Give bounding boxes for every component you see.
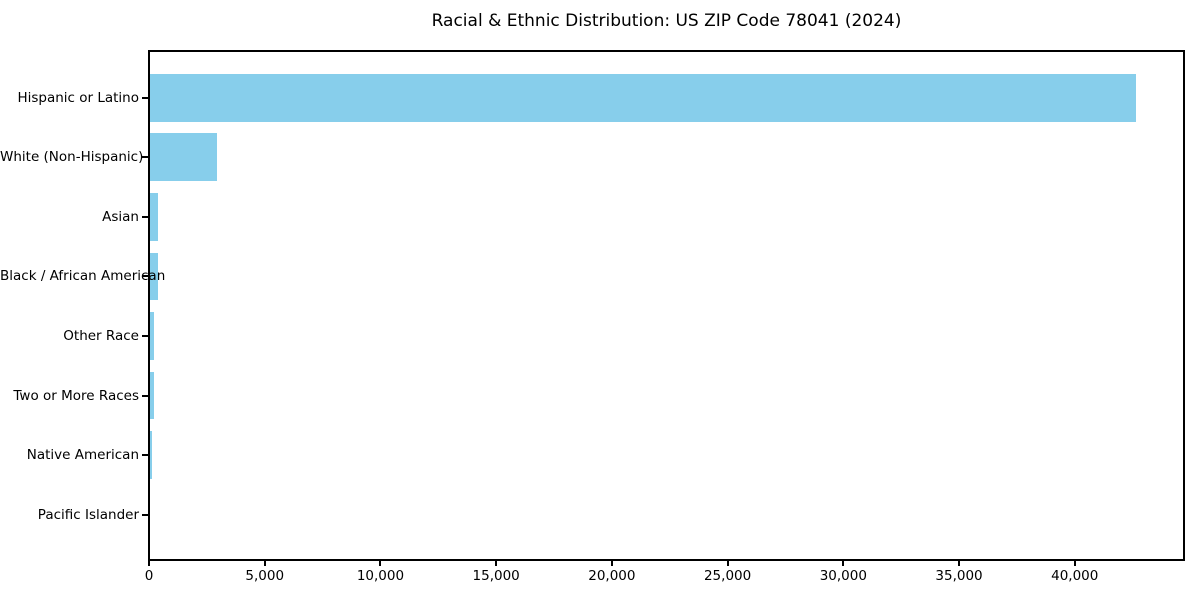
x-tick-mark (726, 560, 729, 566)
y-tick-mark (142, 334, 148, 337)
y-tick-label: Asian (102, 208, 139, 225)
bar-hispanic-or-latino (150, 73, 1136, 122)
bar-two-or-more-races (150, 371, 154, 420)
bar-other-race (150, 312, 154, 360)
y-tick-label: Two or More Races (13, 387, 139, 404)
y-tick-label: Pacific Islander (37, 506, 139, 523)
x-tick-mark (263, 560, 266, 566)
x-tick-label: 25,000 (703, 568, 752, 584)
x-tick-mark (148, 560, 150, 566)
plot-area (148, 50, 1185, 561)
x-tick-label: 15,000 (472, 568, 520, 584)
x-tick-mark (610, 560, 613, 566)
y-tick-label: Native American (26, 447, 139, 464)
x-tick-label: 20,000 (588, 568, 636, 584)
chart-title: Racial & Ethnic Distribution: US ZIP Cod… (431, 11, 902, 31)
bar-asian (150, 192, 158, 241)
x-tick-mark (379, 560, 382, 566)
y-tick-mark (142, 96, 148, 99)
y-tick-mark (142, 394, 148, 397)
y-tick-label: Black / African American (0, 268, 166, 285)
bar-white-non-hispanic (150, 133, 217, 182)
y-tick-mark (142, 275, 148, 278)
y-tick-label: White (Non-Hispanic) (0, 149, 144, 166)
x-tick-mark (842, 560, 845, 566)
x-tick-mark (495, 560, 498, 566)
x-tick-label: 35,000 (935, 568, 983, 584)
y-tick-mark (142, 513, 148, 516)
x-tick-label: 40,000 (1051, 568, 1099, 584)
y-tick-mark (142, 454, 148, 457)
bar-black-african-american (150, 252, 158, 301)
y-tick-label: Hispanic or Latino (17, 89, 139, 106)
x-tick-mark (958, 560, 961, 566)
x-tick-label: 10,000 (356, 568, 405, 584)
x-tick-mark (1073, 560, 1076, 566)
y-tick-label: Other Race (63, 327, 139, 344)
x-tick-label: 5,000 (245, 568, 285, 584)
y-tick-mark (142, 215, 148, 218)
x-tick-label: 30,000 (819, 568, 867, 584)
x-tick-label: 0 (144, 568, 154, 584)
y-tick-mark (142, 156, 148, 159)
bar-native-american (150, 431, 152, 479)
